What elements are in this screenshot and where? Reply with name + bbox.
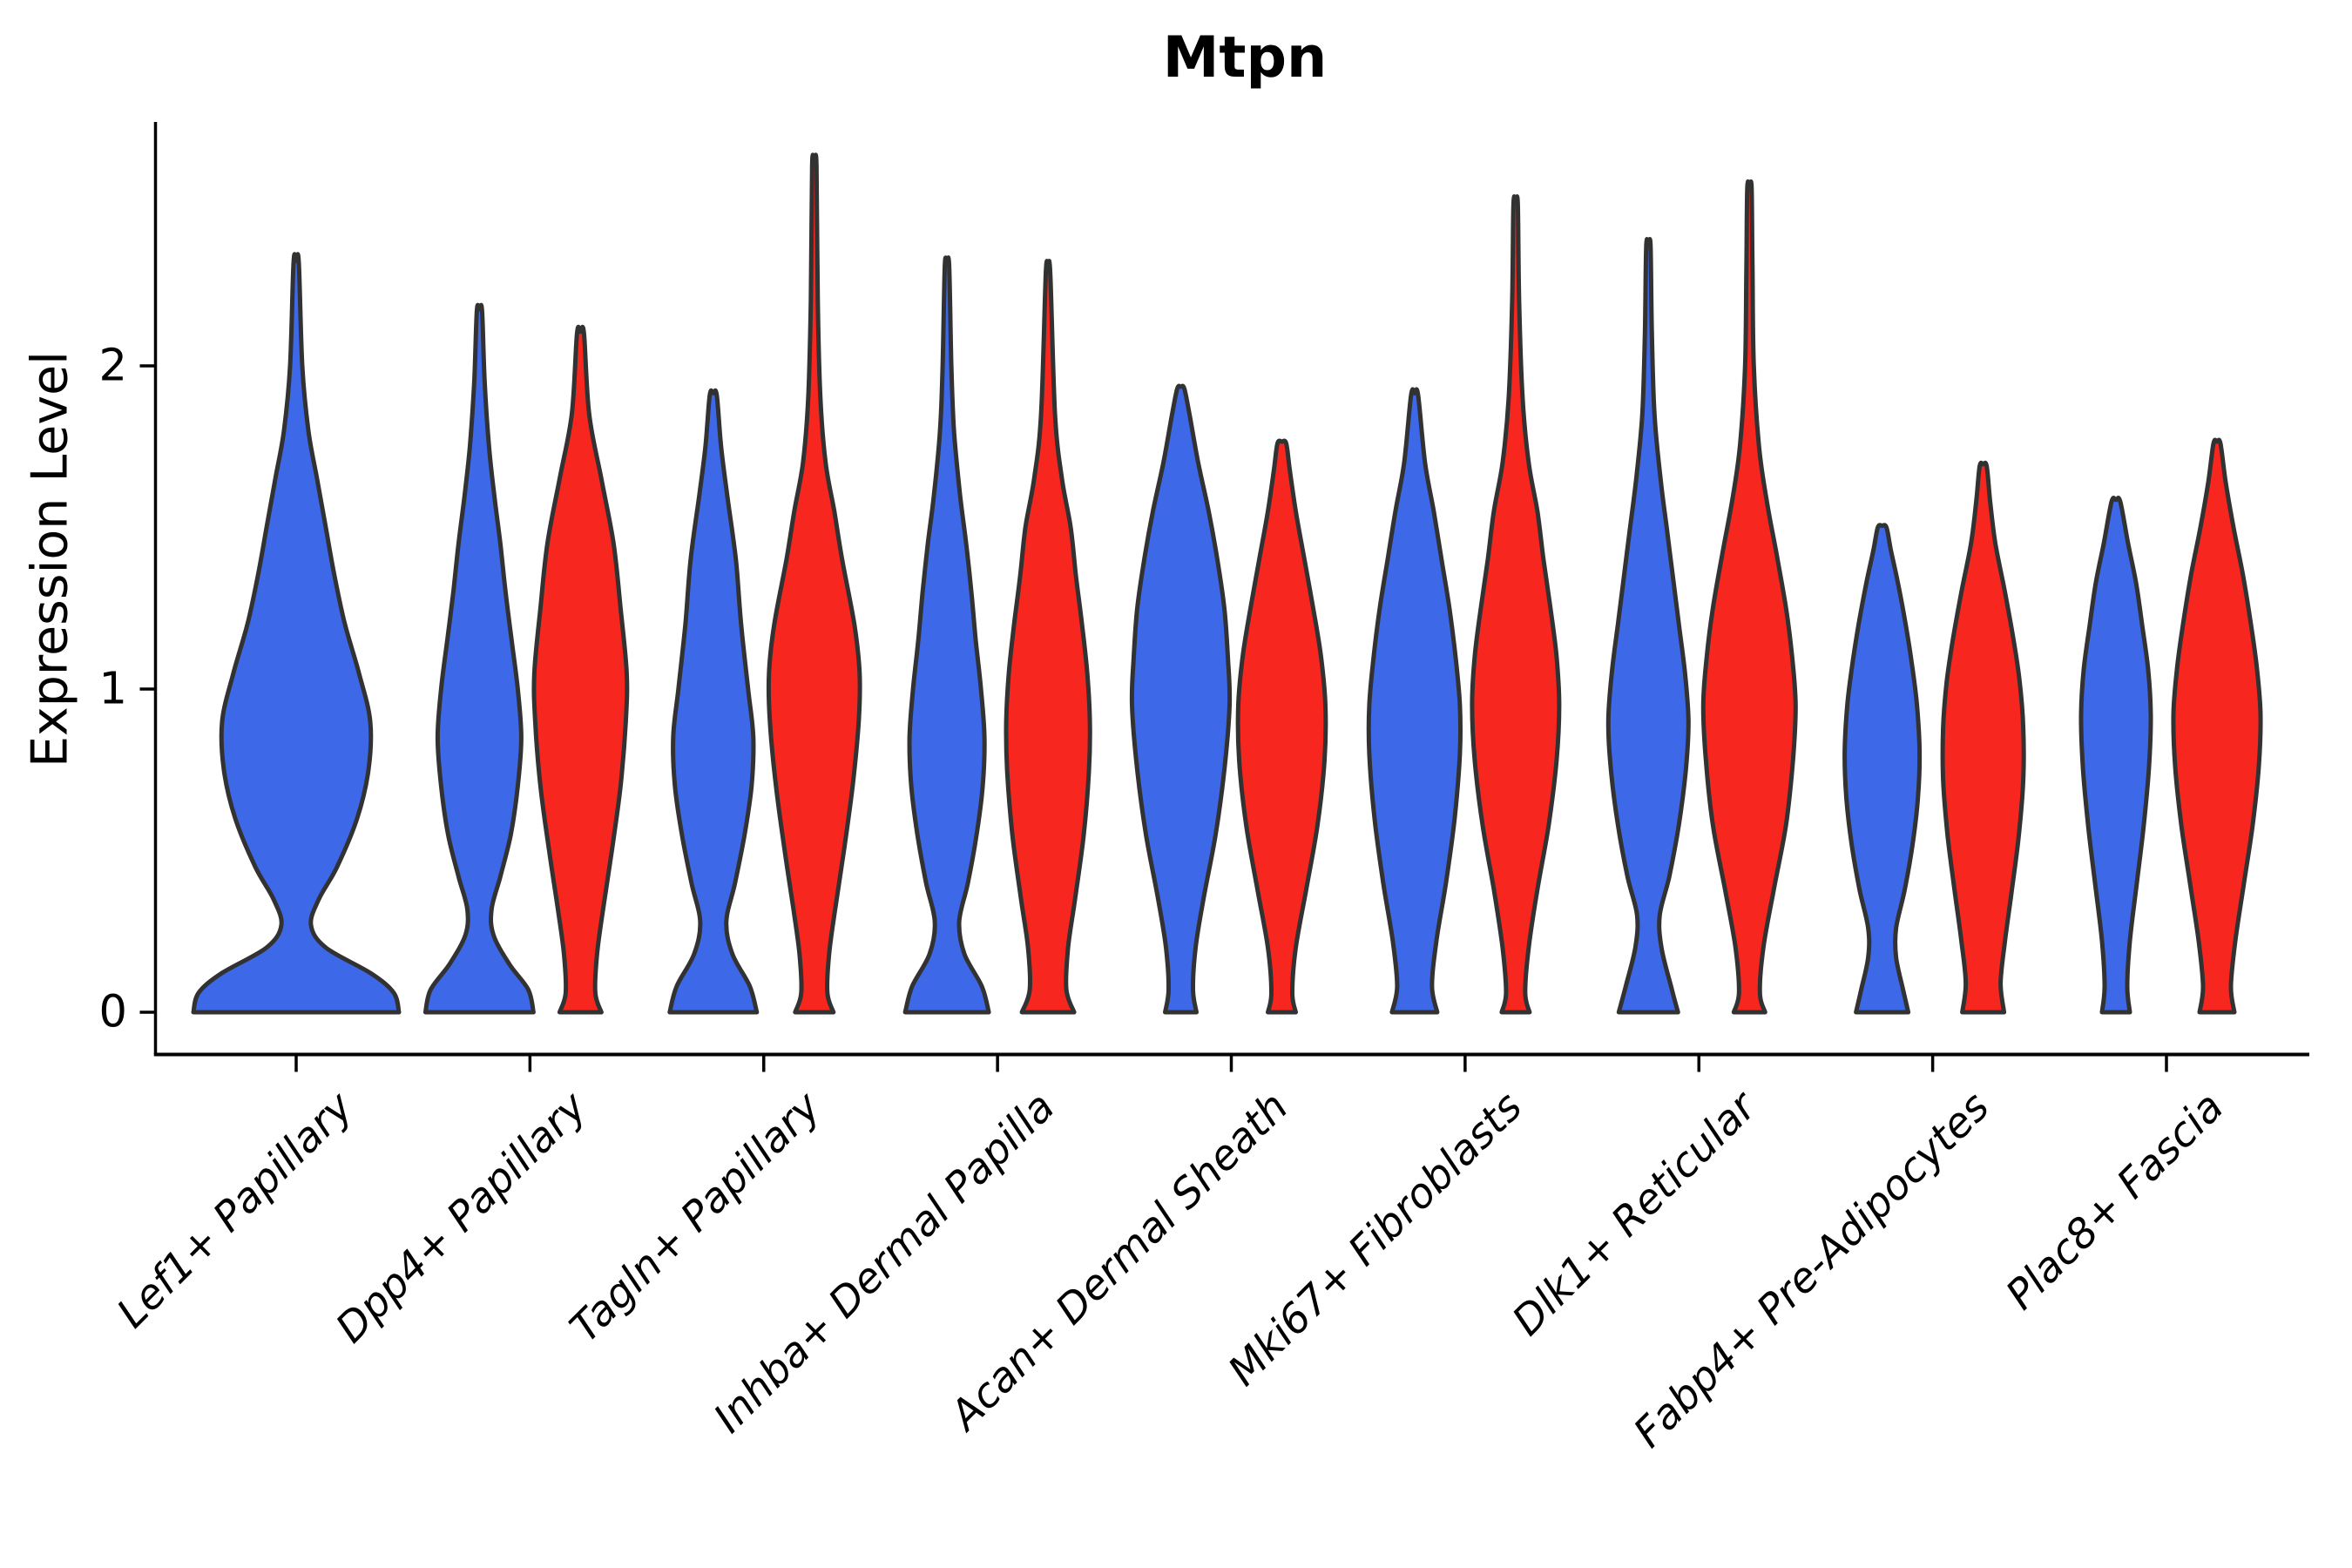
violin-inhba-dermal-papilla-condition-red bbox=[1004, 259, 1092, 1015]
y-tick-label-1: 1 bbox=[98, 663, 127, 715]
violin-mki67-fibroblasts-condition-red bbox=[1470, 194, 1562, 1015]
y-tick-label-0: 0 bbox=[98, 986, 127, 1038]
violin-acan-dermal-sheath-condition-blue bbox=[1129, 383, 1233, 1015]
violin-inhba-dermal-papilla-condition-blue bbox=[902, 255, 991, 1015]
violin-fabp4-pre-adipocytes-condition-blue bbox=[1842, 523, 1923, 1015]
violin-dpp4-papillary-condition-red bbox=[531, 324, 630, 1015]
violin-plac8-fascia-condition-blue bbox=[2078, 495, 2153, 1015]
violin-plac8-fascia-condition-red bbox=[2171, 437, 2263, 1015]
violin-dlk1-reticular-condition-blue bbox=[1605, 237, 1691, 1015]
violins-layer bbox=[191, 152, 2263, 1015]
violin-mki67-fibroblasts-condition-blue bbox=[1366, 387, 1463, 1015]
violin-fabp4-pre-adipocytes-condition-red bbox=[1940, 460, 2026, 1015]
violin-tagln-papillary-condition-blue bbox=[667, 388, 760, 1015]
violin-dlk1-reticular-condition-red bbox=[1700, 179, 1798, 1015]
violin-lef1-papillary-condition-blue bbox=[191, 252, 402, 1015]
violin-acan-dermal-sheath-condition-red bbox=[1235, 438, 1328, 1015]
violin-tagln-papillary-condition-red bbox=[766, 152, 862, 1015]
axes-layer bbox=[139, 122, 2309, 1072]
violin-dpp4-papillary-condition-blue bbox=[422, 302, 536, 1015]
y-tick-label-2: 2 bbox=[98, 340, 127, 392]
chart-title: Mtpn bbox=[1162, 25, 1328, 91]
